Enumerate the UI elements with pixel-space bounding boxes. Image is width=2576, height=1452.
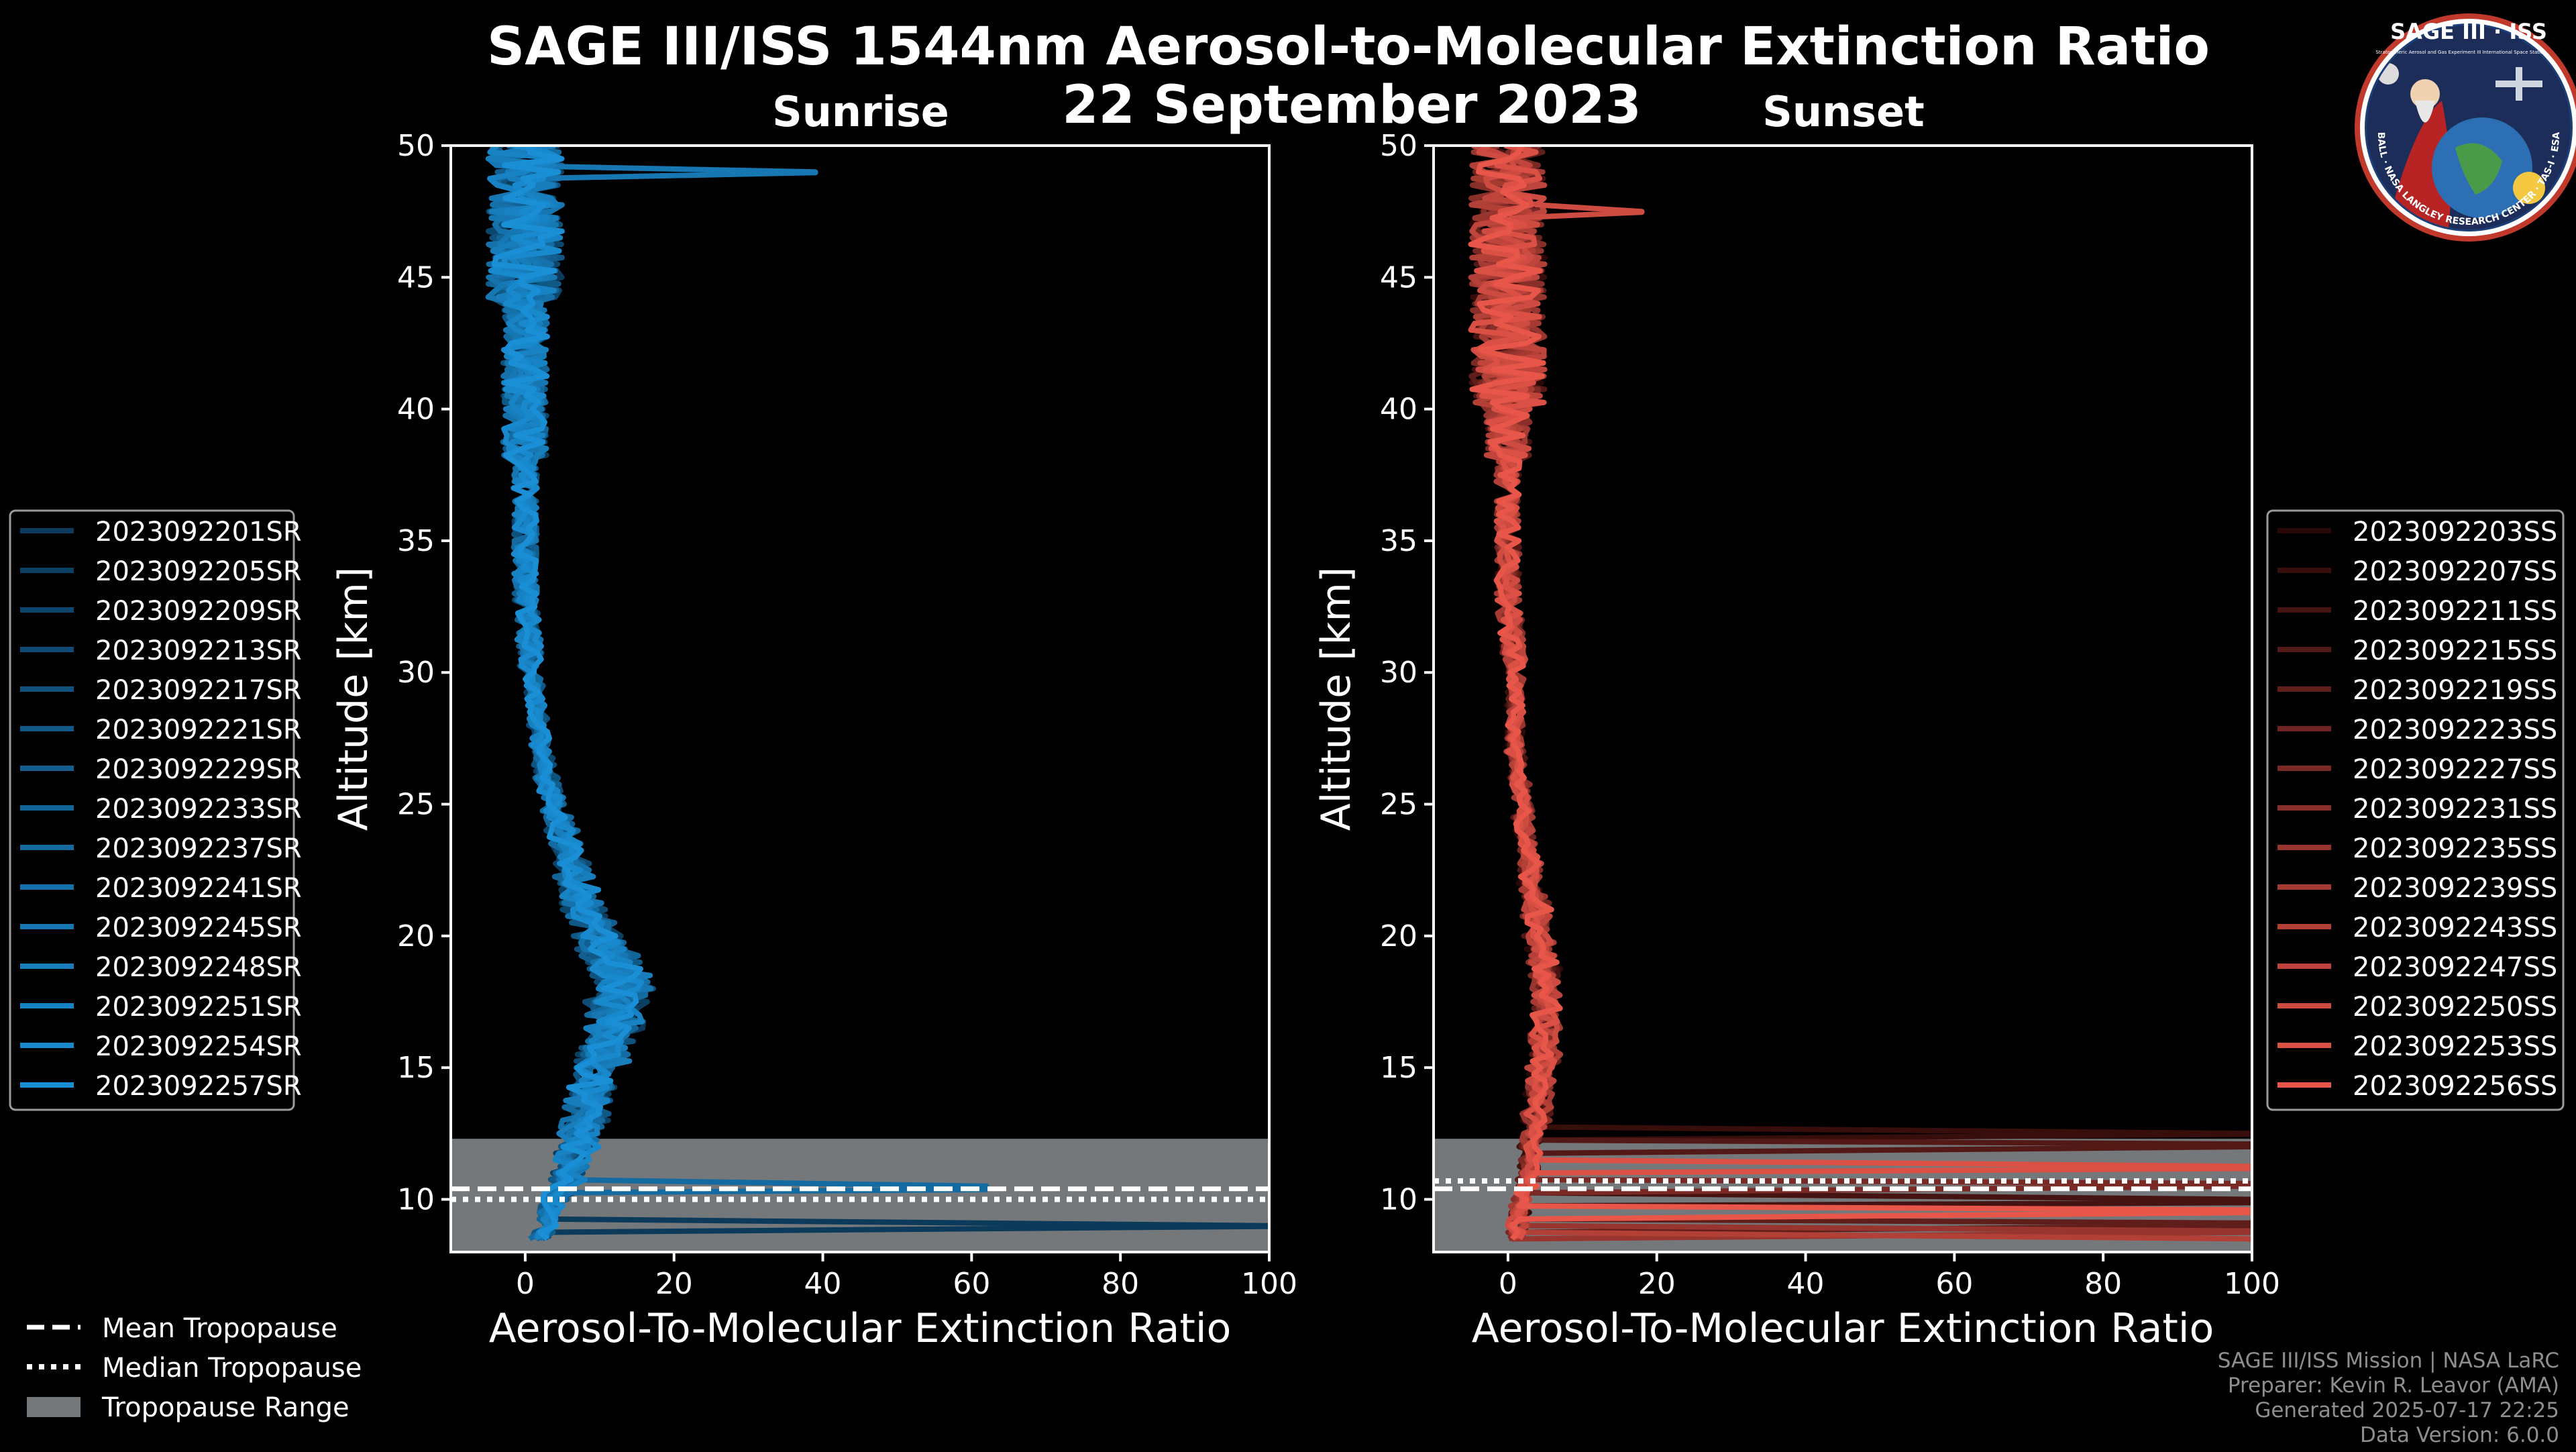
legend-label: 2023092233SR — [95, 794, 302, 825]
y-tick-label: 50 — [1380, 129, 1417, 163]
legend-label: 2023092239SS — [2353, 873, 2557, 904]
legend-label: 2023092235SS — [2353, 833, 2557, 864]
legend-label: 2023092250SS — [2353, 992, 2557, 1023]
x-axis-label: Aerosol-To-Molecular Extinction Ratio — [1472, 1305, 2214, 1352]
footer-generated: Generated 2025-07-17 22:25 — [2255, 1398, 2559, 1422]
legend-label: 2023092243SS — [2353, 913, 2557, 943]
legend-label: 2023092257SR — [95, 1071, 302, 1102]
legend-label: 2023092256SS — [2353, 1071, 2557, 1102]
tropopause-range-label: Tropopause Range — [101, 1392, 350, 1423]
logo-subtitle-right: International Space Station — [2482, 50, 2546, 55]
plot-area — [1434, 146, 2252, 1252]
sage-iii-iss-logo: SAGE III · ISS Stratospheric Aerosol and… — [2355, 13, 2576, 242]
y-tick-label: 20 — [397, 919, 435, 953]
y-tick-label: 10 — [397, 1182, 435, 1216]
legend-label: 2023092247SS — [2353, 952, 2557, 983]
x-tick-label: 100 — [1241, 1267, 1297, 1301]
x-tick-label: 0 — [1499, 1267, 1517, 1301]
y-axis-label: Altitude [km] — [1313, 567, 1360, 831]
legend-label: 2023092231SS — [2353, 794, 2557, 825]
y-tick-label: 10 — [1380, 1182, 1417, 1216]
legend-label: 2023092237SR — [95, 833, 302, 864]
legend-label: 2023092207SS — [2353, 556, 2557, 587]
profile-lines — [1468, 146, 2252, 1245]
x-tick-label: 60 — [1935, 1267, 1973, 1301]
plot-frame — [449, 144, 1271, 1253]
sunset-subtitle: Sunset — [1762, 87, 1925, 136]
logo-subtitle-left: Stratospheric Aerosol and Gas Experiment… — [2375, 50, 2481, 55]
legend-label: 2023092229SR — [95, 754, 302, 785]
figure-date: 22 September 2023 — [1062, 75, 1642, 136]
logo-top-text: SAGE III · ISS — [2390, 19, 2547, 44]
x-tick-label: 60 — [953, 1267, 990, 1301]
footer-version: Data Version: 6.0.0 — [2360, 1423, 2559, 1447]
sunrise-plot: 10 15 20 25 30 35 40 45 50 0 20 40 60 80 100 Aerosol-To… — [330, 129, 1297, 1352]
x-tick-label: 20 — [1638, 1267, 1676, 1301]
profile-line-2023092257SR — [491, 146, 643, 1241]
legend-label: 2023092251SR — [95, 992, 302, 1023]
legend-label: 2023092215SS — [2353, 635, 2557, 666]
legend-label: 2023092213SR — [95, 635, 302, 666]
y-tick-label: 25 — [1380, 788, 1417, 822]
y-tick-label: 15 — [1380, 1051, 1417, 1085]
profile-line-2023092253SS — [1468, 146, 2252, 1241]
y-tick-label: 35 — [397, 524, 435, 558]
sunrise-legend: 2023092201SR 2023092205SR 2023092209SR 2023… — [9, 509, 302, 1111]
legend-label: 2023092254SR — [95, 1031, 302, 1062]
y-tick-label: 20 — [1380, 919, 1417, 953]
y-tick-label: 35 — [1380, 524, 1417, 558]
tropopause-range-swatch — [27, 1397, 80, 1417]
sunset-plot: 10 15 20 25 30 35 40 45 50 0 20 40 60 80 100 Aerosol-To… — [1313, 129, 2280, 1352]
y-tick-label: 40 — [397, 393, 435, 427]
y-tick-label: 30 — [397, 656, 435, 690]
legend-label: 2023092221SR — [95, 715, 302, 745]
y-tick-label: 25 — [397, 788, 435, 822]
profile-line-2023092256SS — [1468, 146, 2252, 1241]
y-tick-label: 30 — [1380, 656, 1417, 690]
x-tick-label: 40 — [804, 1267, 842, 1301]
x-tick-label: 0 — [516, 1267, 535, 1301]
y-tick-label: 40 — [1380, 393, 1417, 427]
mean-tropopause-label: Mean Tropopause — [102, 1313, 337, 1344]
y-axis-label: Altitude [km] — [330, 567, 377, 831]
sunrise-subtitle: Sunrise — [772, 87, 949, 136]
figure-title: SAGE III/ISS 1544nm Aerosol-to-Molecular… — [487, 17, 2210, 77]
y-tick-label: 50 — [397, 129, 435, 163]
legend-label: 2023092211SS — [2353, 596, 2557, 627]
x-tick-label: 80 — [2084, 1267, 2122, 1301]
profile-lines — [485, 146, 1269, 1241]
legend-label: 2023092227SS — [2353, 754, 2557, 785]
tropopause-legend: Mean Tropopause Median Tropopause Tropop… — [27, 1313, 362, 1423]
y-tick-label: 15 — [397, 1051, 435, 1085]
x-tick-label: 20 — [655, 1267, 693, 1301]
legend-label: 2023092209SR — [95, 596, 302, 627]
legend-label: 2023092248SR — [95, 952, 302, 983]
x-tick-label: 80 — [1102, 1267, 1139, 1301]
x-tick-label: 40 — [1787, 1267, 1825, 1301]
legend-label: 2023092241SR — [95, 873, 302, 904]
legend-box — [2266, 509, 2565, 1111]
x-tick-label: 100 — [2224, 1267, 2280, 1301]
sunset-legend: 2023092203SS 2023092207SS 2023092211SS 2023… — [2266, 509, 2565, 1111]
legend-label: 2023092203SS — [2353, 517, 2557, 548]
legend-label: 2023092217SR — [95, 675, 302, 706]
footer-credits: SAGE III/ISS Mission | NASA LaRC Prepare… — [2218, 1349, 2559, 1447]
legend-label: 2023092245SR — [95, 913, 302, 943]
footer-mission: SAGE III/ISS Mission | NASA LaRC — [2218, 1349, 2559, 1373]
legend-label: 2023092201SR — [95, 517, 302, 548]
legend-label: 2023092205SR — [95, 556, 302, 587]
legend-label: 2023092253SS — [2353, 1031, 2557, 1062]
y-tick-label: 45 — [1380, 260, 1417, 295]
x-axis-label: Aerosol-To-Molecular Extinction Ratio — [489, 1305, 1232, 1352]
legend-label: 2023092223SS — [2353, 715, 2557, 745]
plot-frame — [1432, 144, 2253, 1253]
median-tropopause-label: Median Tropopause — [102, 1353, 362, 1384]
legend-label: 2023092219SS — [2353, 675, 2557, 706]
y-tick-label: 45 — [397, 260, 435, 295]
legend-box — [9, 509, 295, 1111]
footer-preparer: Preparer: Kevin R. Leavor (AMA) — [2228, 1373, 2559, 1398]
